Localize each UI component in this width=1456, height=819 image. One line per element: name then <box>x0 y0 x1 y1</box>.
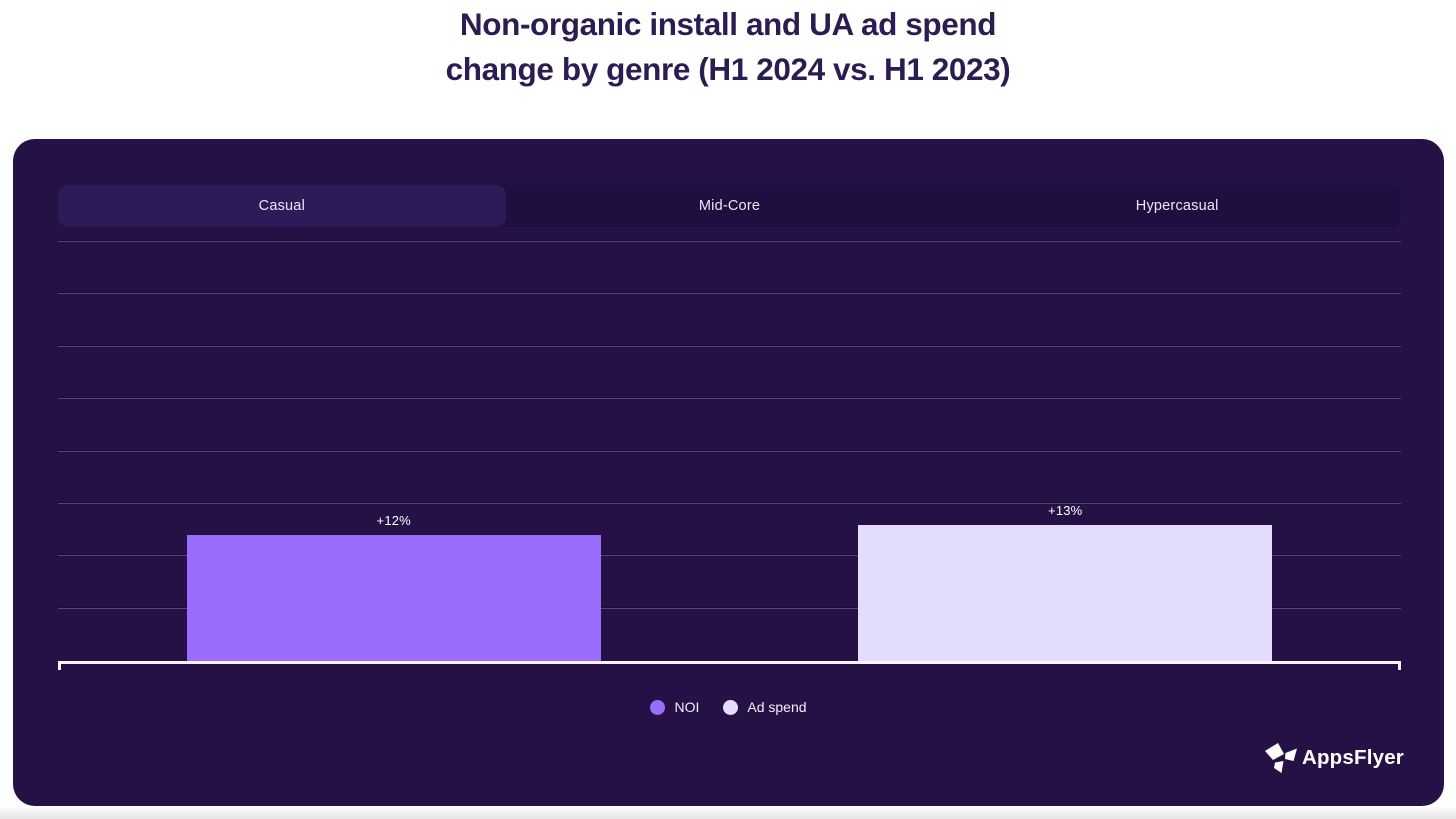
gridline-20pct <box>58 450 1401 452</box>
legend-dot-ad-spend <box>723 699 739 715</box>
tab-hypercasual[interactable]: Hypercasual <box>1135 198 1219 214</box>
gridline-5pct <box>58 607 1401 609</box>
legend-item-noi[interactable]: NOI <box>650 699 699 715</box>
bar-value-label-ad-spend: +13% <box>1048 502 1083 518</box>
bar-noi[interactable] <box>186 535 601 661</box>
legend-label: NOI <box>674 699 700 715</box>
legend-label: Ad spend <box>747 699 807 715</box>
plot-area: +12% +13% <box>58 241 1401 670</box>
appsflyer-logo-text: AppsFlyer <box>1301 746 1404 769</box>
gridline-25pct <box>58 398 1401 400</box>
chart-title-line2: change by genre (H1 2024 vs. H1 2023) <box>445 51 1011 87</box>
chart-title-line1: Non-organic install and UA ad spend <box>459 6 997 42</box>
gridline-35pct <box>58 293 1401 295</box>
x-axis-line <box>58 661 1401 670</box>
bar-value-label-noi: +12% <box>376 513 411 529</box>
appsflyer-logo[interactable]: AppsFlyer <box>1263 739 1404 777</box>
page-bottom-fade <box>0 806 1456 819</box>
tab-mid-core[interactable]: Mid-Core <box>698 198 761 214</box>
chart-legend: NOI Ad spend <box>13 695 1444 719</box>
gridline-30pct <box>58 345 1401 347</box>
gridline-40pct <box>58 241 1401 242</box>
genre-tabs: Casual Mid-Core Hypercasual <box>58 185 1401 227</box>
chart-title: Non-organic install and UA ad spend chan… <box>0 2 1456 92</box>
legend-dot-noi <box>650 699 666 715</box>
appsflyer-logo-icon <box>1264 743 1297 773</box>
gridline-15pct <box>58 502 1401 504</box>
gridline-10pct <box>58 555 1401 557</box>
legend-item-ad-spend[interactable]: Ad spend <box>723 699 807 715</box>
chart-card: Casual Mid-Core Hypercasual +12% +13% NOI Ad… <box>13 139 1444 806</box>
bar-ad-spend[interactable] <box>858 524 1273 661</box>
tab-casual[interactable]: Casual <box>58 185 506 227</box>
